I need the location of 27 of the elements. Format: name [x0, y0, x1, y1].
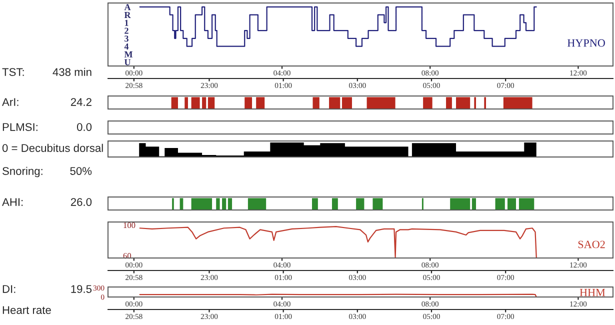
y-tick-label: 3 — [124, 36, 128, 42]
y-tick-label: A — [124, 4, 131, 10]
chart-title: HHM — [580, 288, 606, 296]
y-tick-label: 100 — [124, 222, 136, 228]
text: ArI: — [2, 98, 18, 106]
y-tick-label: 2 — [124, 28, 128, 34]
text: TST: — [2, 68, 24, 76]
y-tick-label: 1 — [124, 20, 128, 26]
y-tick-label: R — [124, 12, 131, 18]
text: HYPNO — [567, 39, 605, 47]
text: 19.5 — [71, 285, 92, 293]
text: SAO2 — [578, 240, 605, 248]
text: PLMSI: — [2, 123, 38, 131]
text: 0 = Decubitus dorsal — [2, 144, 103, 152]
y-tick-label: 4 — [124, 44, 129, 50]
text: Heart rate — [2, 306, 51, 314]
line-series — [139, 226, 537, 258]
y-tick-label: M — [124, 51, 133, 58]
text: DI: — [2, 285, 16, 293]
text: AHI: — [2, 198, 23, 206]
y-tick-label: U — [124, 59, 131, 66]
text: 438 min — [52, 68, 92, 76]
text: 26.0 — [70, 198, 92, 206]
text: Snoring: — [2, 166, 42, 178]
text: 50% — [70, 167, 92, 175]
text: 0.0 — [76, 123, 92, 131]
text: 24.2 — [70, 98, 92, 106]
